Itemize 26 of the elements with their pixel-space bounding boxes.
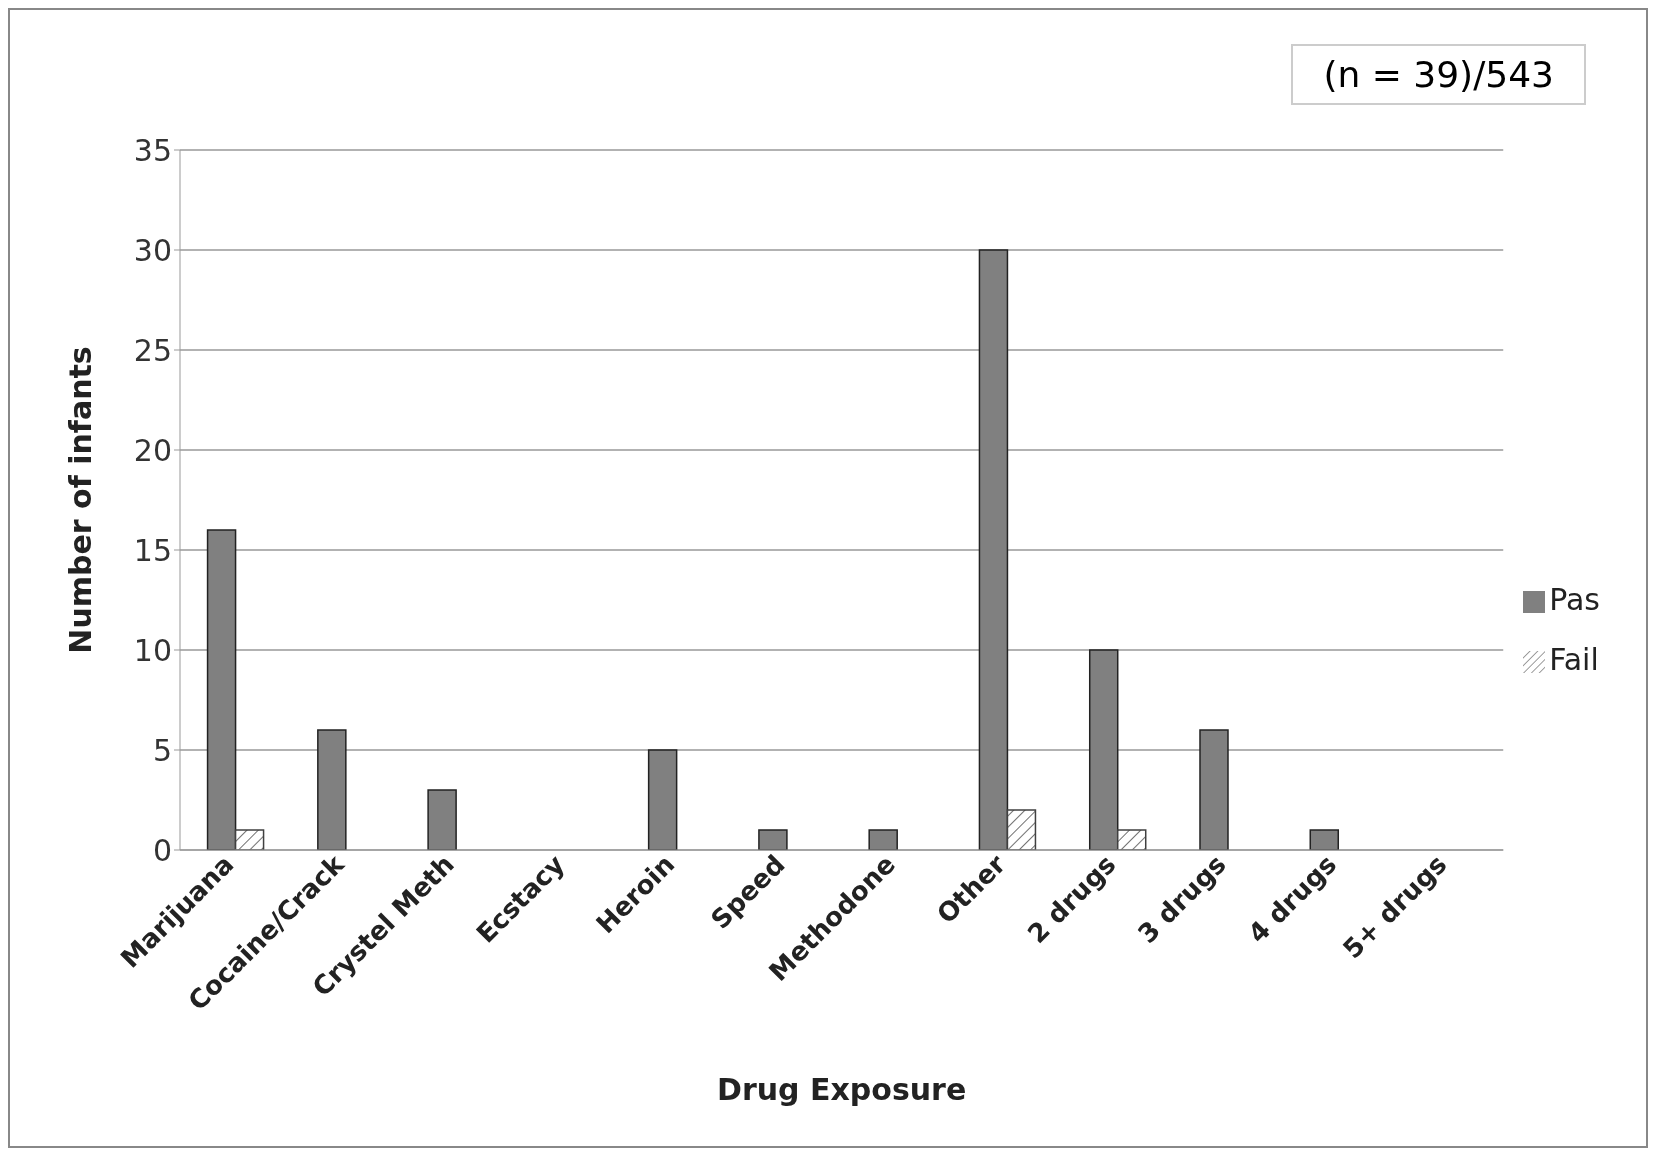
legend-label: Fail xyxy=(1549,642,1599,677)
bar xyxy=(1088,649,1119,850)
y-tick-label: 10 xyxy=(133,632,172,668)
y-tick-label: 20 xyxy=(133,432,172,468)
y-tick-label: 25 xyxy=(133,332,172,368)
legend-label: Pas xyxy=(1549,582,1600,617)
bar xyxy=(427,789,457,850)
x-axis-title: Drug Exposure xyxy=(716,1072,967,1107)
bar xyxy=(1116,829,1147,850)
text: (n = 39)/543 xyxy=(1291,44,1586,105)
bar xyxy=(978,249,1009,850)
y-tick-label: 5 xyxy=(152,732,172,768)
bar xyxy=(647,749,678,850)
bar xyxy=(206,529,237,850)
bar xyxy=(758,829,788,850)
y-tick-label: 35 xyxy=(133,132,172,168)
y-tick-label: 0 xyxy=(152,832,172,868)
y-tick-label: 15 xyxy=(133,532,172,568)
bar xyxy=(234,829,265,850)
bar xyxy=(317,729,347,850)
bar xyxy=(868,829,898,850)
y-tick-label: 30 xyxy=(133,232,172,268)
bar xyxy=(1006,809,1037,850)
bar xyxy=(1309,829,1340,850)
y-axis-title: Number of infants xyxy=(62,346,98,654)
bar xyxy=(1199,729,1229,850)
